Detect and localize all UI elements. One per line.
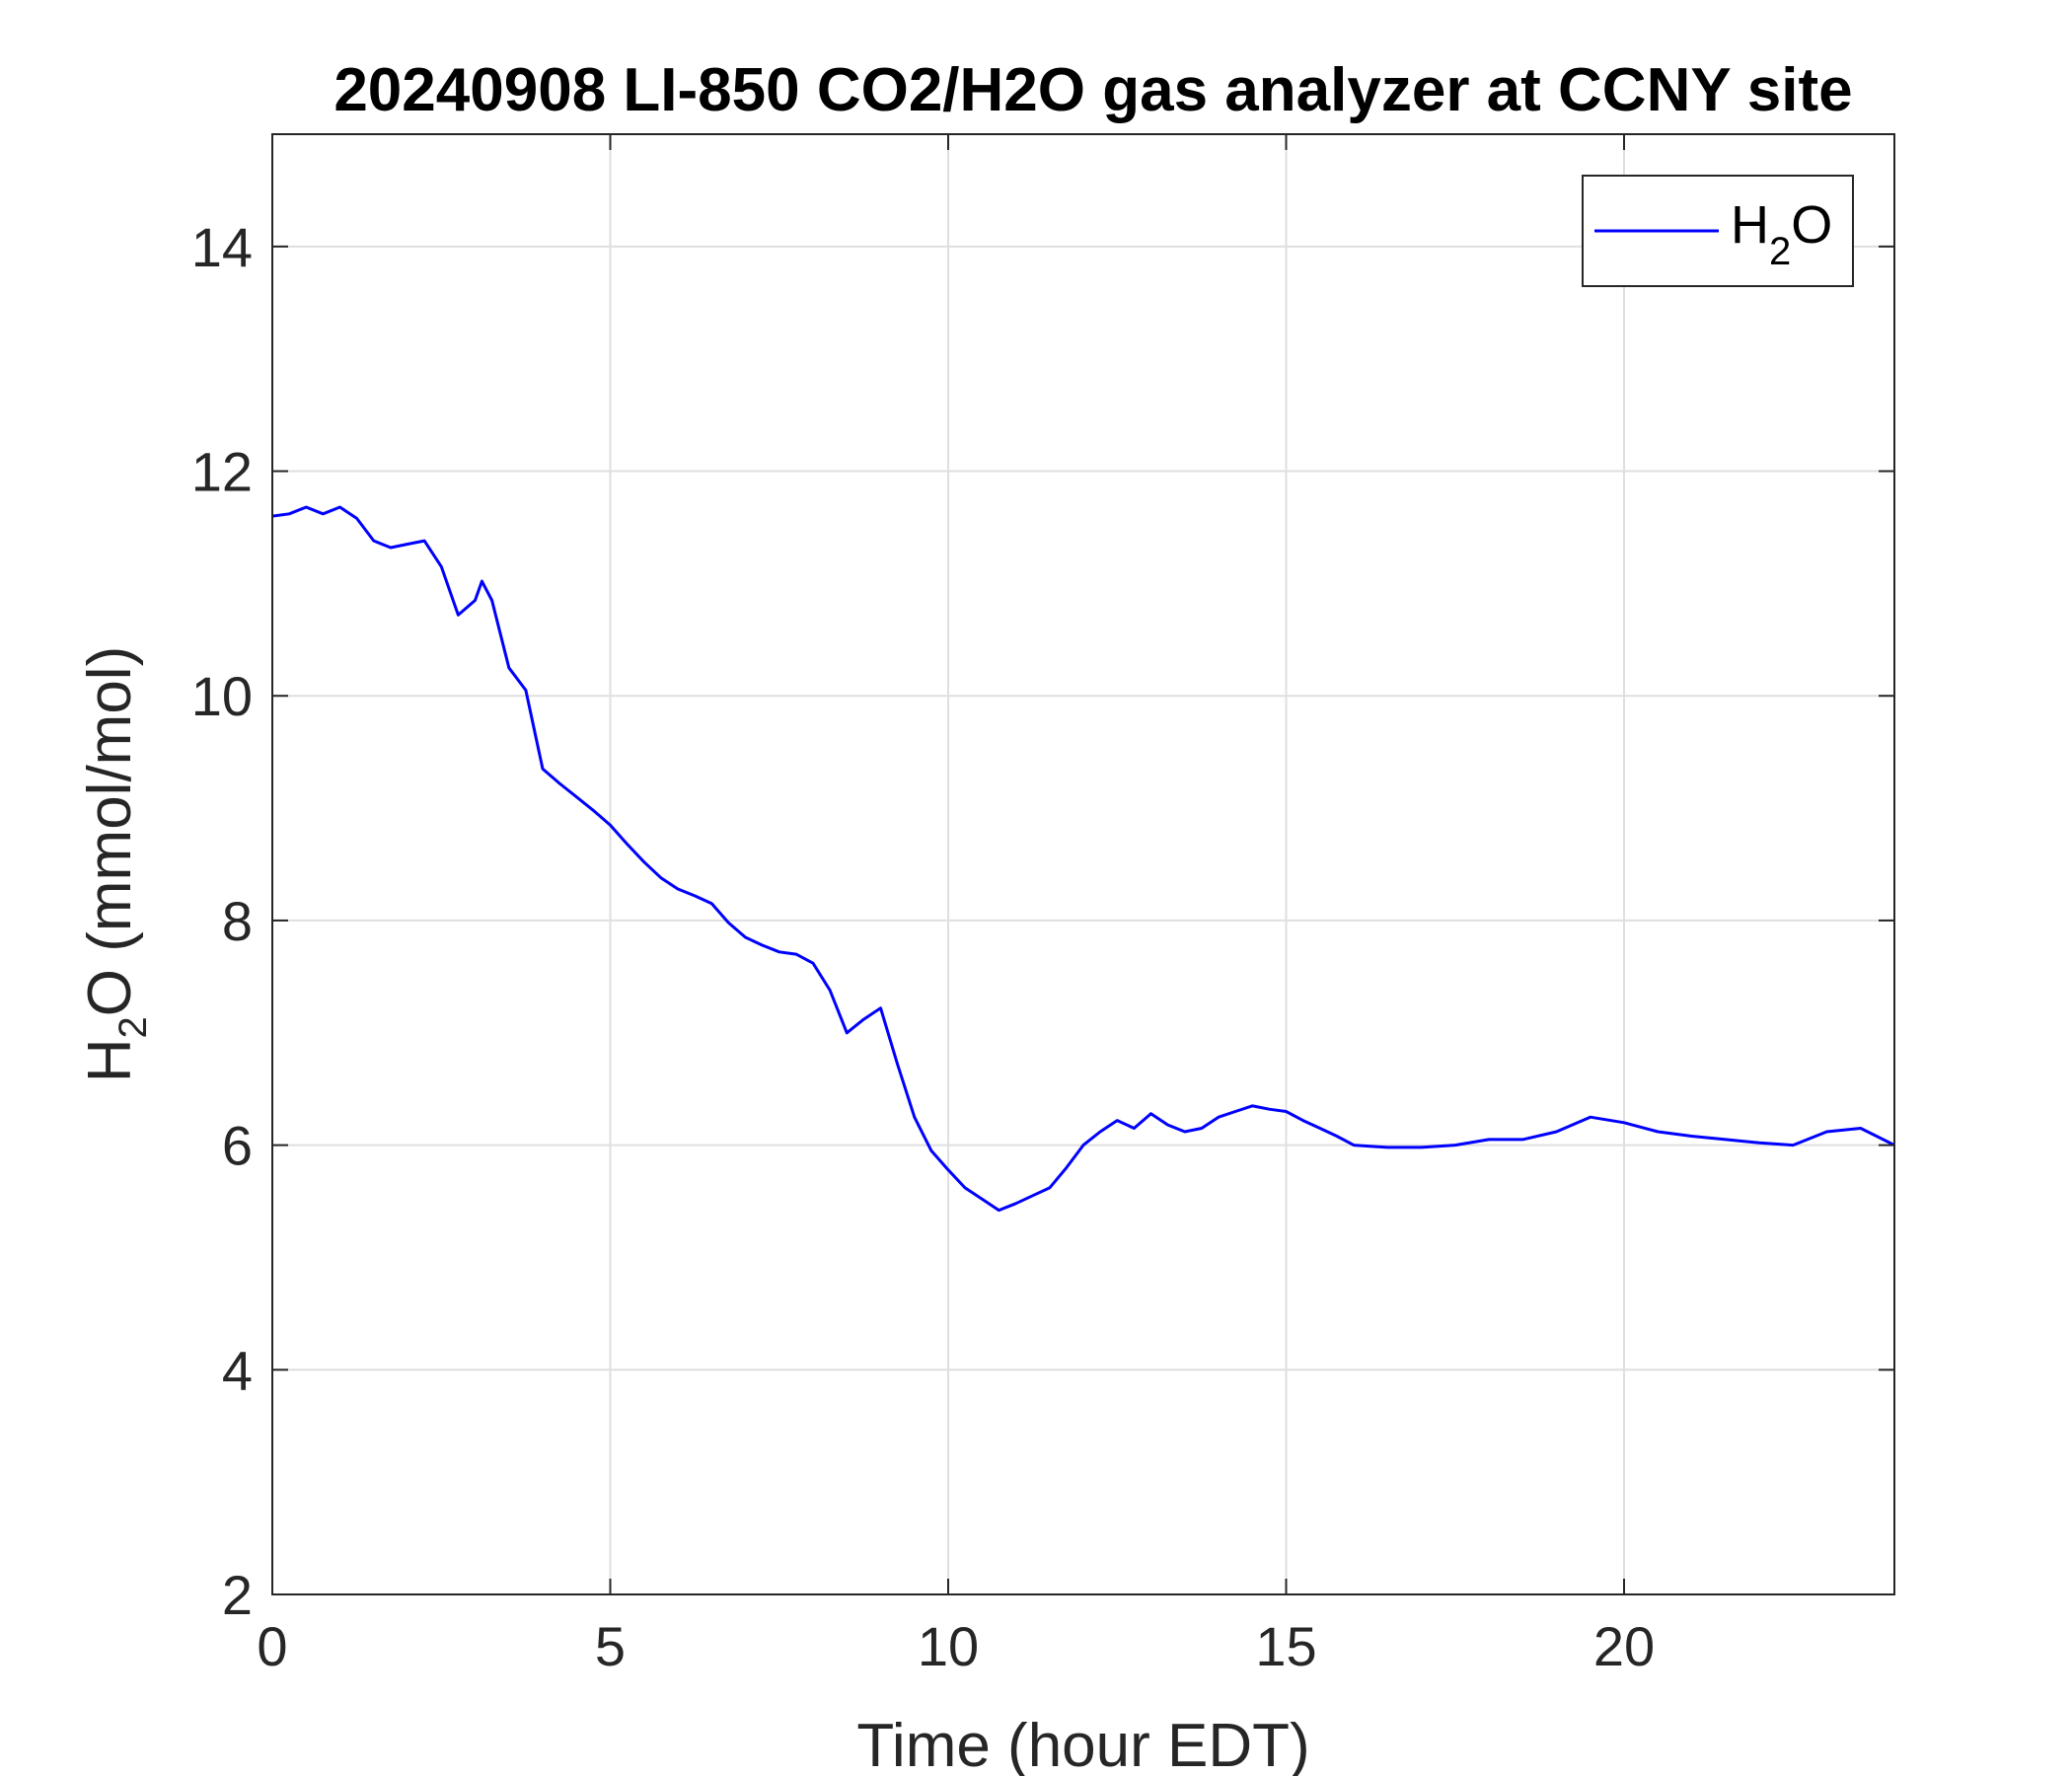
y-axis-label-base: H [76,1038,144,1082]
y-axis-label: H2O (mmol/mol) [76,646,155,1082]
legend-label-base: H [1731,195,1769,255]
legend-label-rest: O [1791,195,1832,255]
grid [271,134,1894,1595]
x-tick-label: 10 [918,1615,979,1677]
y-axis-label-subscript: 2 [111,1016,155,1038]
x-tick-label: 15 [1255,1615,1316,1677]
x-axis-label: Time (hour EDT) [856,1712,1309,1776]
series-line-h2o [271,505,1895,1213]
y-tick-label: 6 [222,1115,253,1177]
legend: H2O [1582,175,1854,287]
y-tick-label: 4 [222,1339,253,1401]
y-tick-label: 14 [191,216,253,278]
axes-box [271,133,1895,1595]
legend-label-subscript: 2 [1769,230,1791,273]
chart-title: 20240908 LI-850 CO2/H2O gas analyzer at … [333,56,1852,124]
y-tick-label: 10 [191,665,253,727]
y-tick-label: 2 [222,1564,253,1626]
y-tick-label: 12 [191,441,253,503]
x-tick-label: 20 [1593,1615,1655,1677]
y-tick-label: 8 [222,890,253,952]
y-axis-label-rest: O (mmol/mol) [76,646,144,1016]
x-tick-label: 0 [257,1615,287,1677]
axis-ticks: 0 5 10 15 20 2 4 6 8 10 12 14 [191,134,1894,1677]
legend-label-h2o: H2O [1731,195,1832,273]
x-tick-label: 5 [595,1615,626,1677]
series-layer [271,505,1895,1213]
